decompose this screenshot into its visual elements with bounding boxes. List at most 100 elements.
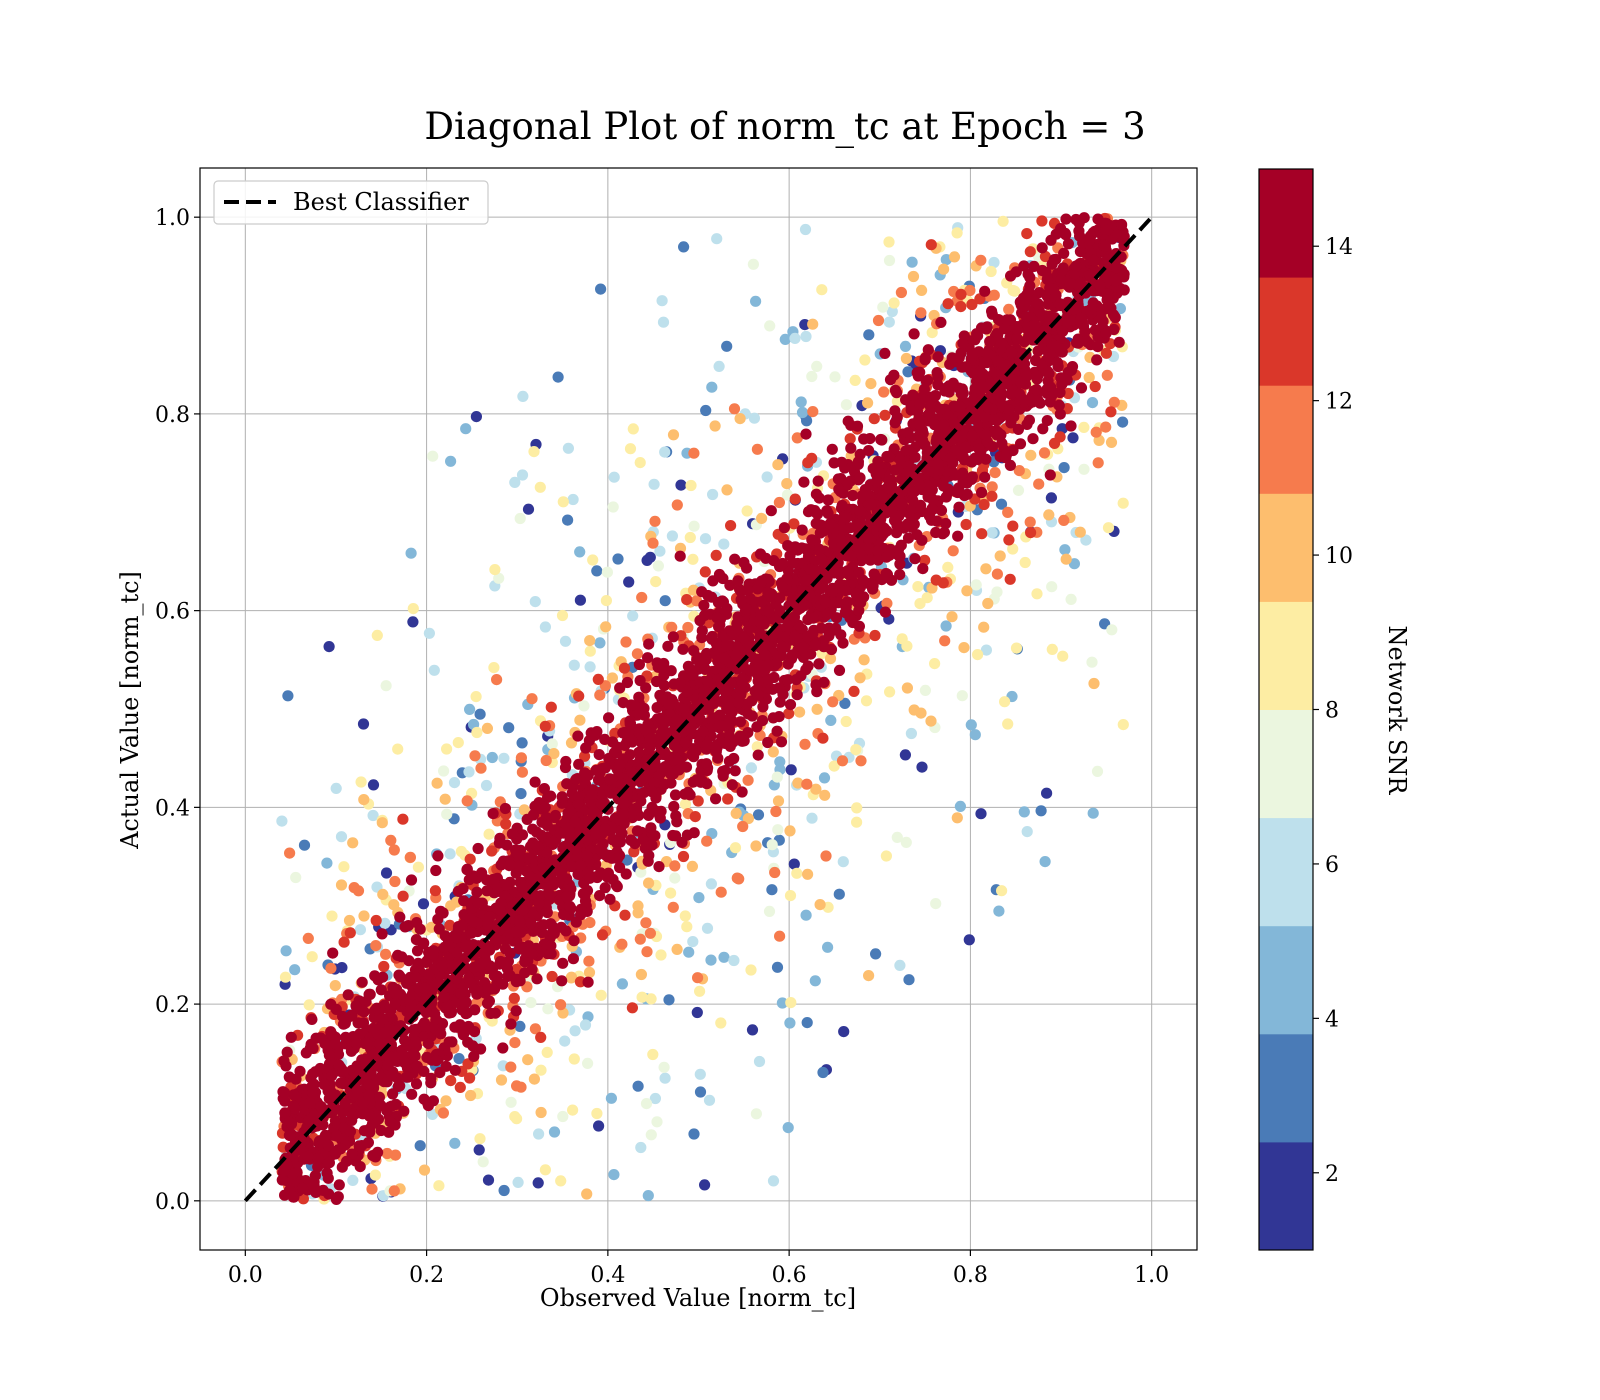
- scatter-point: [946, 611, 958, 623]
- scatter-point: [1036, 215, 1048, 227]
- scatter-point: [947, 545, 959, 557]
- scatter-point: [331, 1130, 343, 1142]
- scatter-point: [494, 955, 507, 968]
- scatter-point: [965, 719, 977, 731]
- scatter-point: [516, 881, 528, 894]
- scatter-point: [608, 1169, 620, 1181]
- scatter-point: [472, 842, 484, 855]
- scatter-point: [994, 385, 1006, 397]
- scatter-point: [557, 957, 569, 969]
- scatter-point: [439, 793, 451, 805]
- scatter-point: [397, 813, 409, 825]
- scatter-point: [480, 779, 493, 792]
- scatter-point: [701, 922, 714, 934]
- scatter-point: [806, 452, 818, 464]
- scatter-point: [503, 722, 515, 734]
- scatter-point: [893, 510, 905, 522]
- scatter-point: [766, 884, 778, 896]
- scatter-point: [341, 1013, 353, 1025]
- scatter-point: [906, 256, 918, 268]
- scatter-point: [314, 1062, 326, 1075]
- scatter-point: [694, 676, 706, 688]
- scatter-point: [863, 445, 875, 457]
- scatter-point: [772, 824, 784, 836]
- scatter-point: [867, 580, 879, 592]
- scatter-point: [883, 236, 895, 248]
- scatter-point: [284, 847, 296, 859]
- scatter-point: [508, 992, 520, 1004]
- scatter-point: [437, 1107, 449, 1119]
- scatter-point: [932, 379, 944, 391]
- scatter-point: [751, 741, 763, 753]
- scatter-point: [352, 1017, 364, 1029]
- scatter-point: [715, 886, 727, 898]
- scatter-point: [771, 725, 783, 737]
- scatter-point: [600, 621, 612, 633]
- scatter-point: [838, 1026, 850, 1038]
- scatter-point: [515, 788, 527, 800]
- scatter-point: [800, 664, 812, 676]
- scatter-point: [624, 715, 636, 727]
- scatter-point: [707, 488, 719, 501]
- scatter-point: [875, 433, 887, 446]
- scatter-point: [290, 1073, 302, 1085]
- scatter-point: [1067, 432, 1079, 444]
- scatter-point: [977, 380, 989, 392]
- scatter-point: [653, 861, 665, 873]
- scatter-point: [633, 691, 645, 703]
- scatter-point: [481, 722, 493, 735]
- scatter-point: [495, 1074, 508, 1086]
- scatter-point: [988, 413, 1000, 426]
- scatter-point: [979, 411, 991, 423]
- scatter-point: [640, 1098, 653, 1110]
- scatter-point: [833, 483, 845, 495]
- scatter-point: [538, 783, 551, 795]
- scatter-point: [909, 451, 921, 463]
- scatter-point: [1037, 423, 1049, 435]
- scatter-point: [872, 314, 885, 327]
- scatter-point: [344, 927, 356, 939]
- scatter-point: [1108, 396, 1120, 408]
- scatter-point: [665, 777, 677, 789]
- scatter-point: [1013, 388, 1026, 400]
- scatter-point: [1105, 406, 1117, 418]
- scatter-point: [688, 520, 700, 532]
- scatter-point: [505, 1018, 517, 1030]
- scatter-point: [1059, 544, 1071, 556]
- scatter-point: [905, 727, 918, 740]
- scatter-point: [555, 999, 567, 1011]
- scatter-point: [514, 512, 526, 525]
- scatter-point: [789, 493, 801, 505]
- scatter-point: [584, 917, 596, 929]
- scatter-point: [863, 329, 875, 341]
- scatter-point: [699, 566, 711, 578]
- scatter-point: [1002, 506, 1014, 518]
- scatter-point: [340, 1031, 352, 1043]
- scatter-point: [634, 933, 646, 945]
- scatter-point: [617, 727, 629, 739]
- scatter-point: [767, 1175, 780, 1187]
- scatter-point: [994, 550, 1006, 562]
- scatter-point: [1036, 264, 1048, 277]
- scatter-point: [375, 1124, 387, 1137]
- scatter-point: [627, 610, 639, 622]
- scatter-point: [308, 1180, 320, 1192]
- scatter-point: [605, 1092, 618, 1104]
- scatter-point: [863, 533, 875, 545]
- scatter-point: [729, 842, 742, 854]
- scatter-point: [747, 258, 760, 270]
- scatter-point: [376, 928, 388, 940]
- scatter-point: [839, 697, 851, 710]
- scatter-point: [781, 478, 793, 490]
- scatter-point: [312, 1152, 324, 1164]
- scatter-point: [451, 946, 463, 958]
- scatter-point: [745, 665, 757, 677]
- scatter-point: [516, 469, 529, 481]
- scatter-point: [776, 641, 788, 653]
- scatter-point: [1053, 399, 1065, 411]
- scatter-point: [685, 479, 697, 492]
- scatter-point: [693, 892, 705, 904]
- scatter-point: [504, 859, 516, 871]
- scatter-point: [948, 251, 961, 263]
- scatter-point: [332, 1048, 345, 1060]
